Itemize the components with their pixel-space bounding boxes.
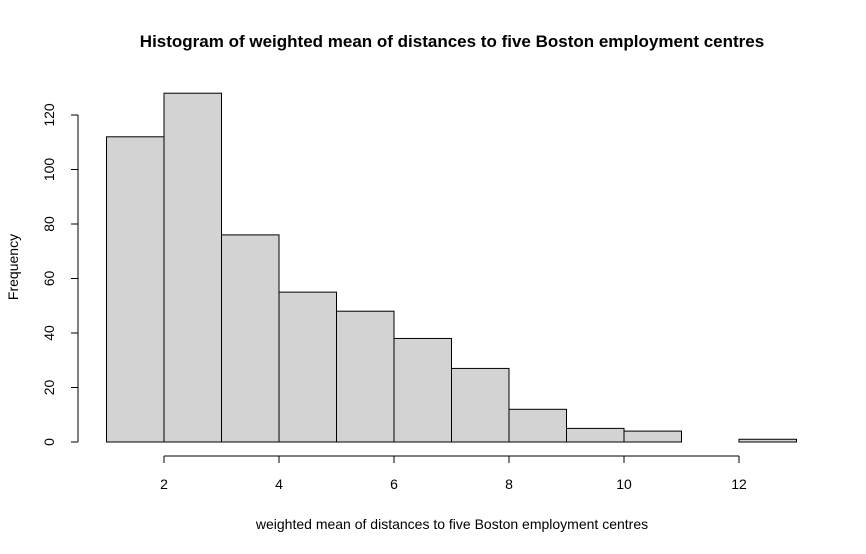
x-tick-label: 10 (616, 476, 632, 492)
histogram-bar (623, 430, 682, 443)
x-tick-label: 8 (505, 476, 513, 492)
chart-title: Histogram of weighted mean of distances … (140, 32, 764, 51)
histogram-bar (336, 310, 395, 443)
x-axis: 2 4 6 8 10 12 (160, 455, 747, 492)
y-tick-label: 20 (41, 380, 57, 396)
x-axis-label: weighted mean of distances to five Bosto… (255, 516, 648, 532)
x-tick-label: 12 (731, 476, 747, 492)
histogram-bar (221, 234, 280, 443)
histogram-bar (278, 291, 337, 443)
y-tick-label: 60 (41, 271, 57, 287)
histogram-bar (508, 408, 567, 443)
histogram-bar (163, 92, 222, 443)
y-tick-label: 120 (41, 103, 57, 127)
histogram-bar (566, 427, 625, 443)
x-tick-label: 4 (275, 476, 283, 492)
y-tick-label: 0 (41, 438, 57, 446)
y-axis-label: Frequency (5, 234, 21, 300)
y-axis: 0 20 40 60 80 100 120 (41, 103, 79, 446)
y-tick-label: 40 (41, 325, 57, 341)
y-tick-label: 80 (41, 216, 57, 232)
x-tick-label: 2 (160, 476, 168, 492)
histogram-bar (393, 337, 452, 443)
x-tick-label: 6 (390, 476, 398, 492)
bars-group (106, 92, 797, 443)
histogram-bar (738, 438, 797, 443)
histogram-bar (106, 136, 165, 443)
y-tick-label: 100 (41, 158, 57, 182)
histogram-bar (451, 367, 510, 443)
